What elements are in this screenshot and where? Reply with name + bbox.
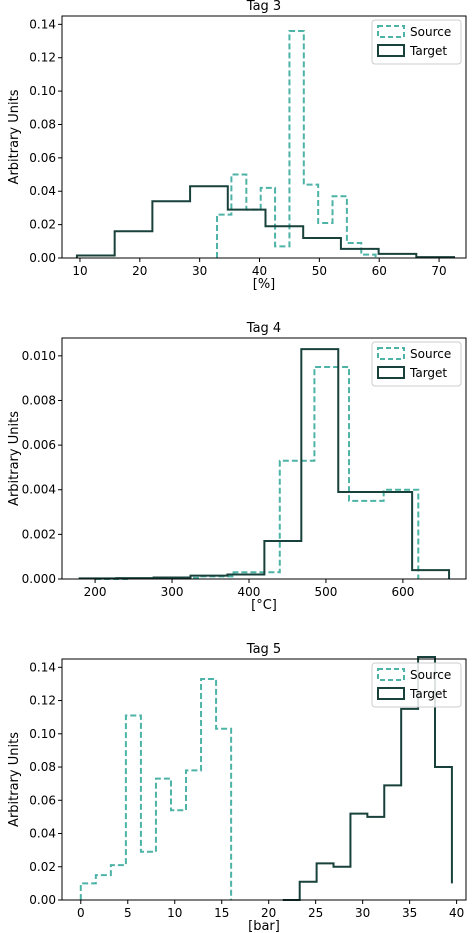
legend-swatch-target <box>377 366 405 379</box>
plot-frame <box>61 337 467 580</box>
legend-swatch-target <box>377 44 405 57</box>
y-tick-label: 0.000 <box>22 572 56 586</box>
y-tick-label: 0.002 <box>22 527 56 541</box>
histogram-target <box>78 348 451 580</box>
x-tick-label: 5 <box>124 906 132 920</box>
y-tick-label: 0.00 <box>29 893 56 907</box>
x-tick-label: 30 <box>355 906 370 920</box>
legend-label-target: Target <box>409 44 447 58</box>
y-axis-label: Arbitrary Units <box>7 411 22 506</box>
y-tick-label: 0.04 <box>29 827 56 841</box>
x-axis-label: [%] <box>253 277 276 292</box>
plot-frame <box>61 15 467 259</box>
y-tick-label: 0.008 <box>22 393 56 407</box>
y-tick-label: 0.00 <box>29 251 56 265</box>
y-tick-label: 0.14 <box>29 17 56 31</box>
y-tick-label: 0.06 <box>29 793 56 807</box>
x-tick-label: 300 <box>161 585 184 599</box>
legend-label-target: Target <box>409 366 447 380</box>
histogram-source <box>79 677 233 900</box>
legend-label-source: Source <box>410 347 451 361</box>
y-axis-label: Arbitrary Units <box>7 89 22 184</box>
y-tick-label: 0.08 <box>29 760 56 774</box>
x-axis-label: [bar] <box>248 919 280 933</box>
x-tick-label: 10 <box>167 906 182 920</box>
x-tick-label: 600 <box>391 585 414 599</box>
legend-label-source: Source <box>410 25 451 39</box>
histogram-target <box>282 656 453 901</box>
legend-label-target: Target <box>409 687 447 701</box>
y-tick-label: 0.04 <box>29 184 56 198</box>
chart-title: Tag 5 <box>246 642 281 657</box>
legend-label-source: Source <box>410 668 451 682</box>
x-tick-label: 500 <box>314 585 337 599</box>
x-tick-label: 50 <box>312 264 327 278</box>
x-tick-label: 35 <box>402 906 417 920</box>
x-tick-label: 25 <box>308 906 323 920</box>
x-tick-label: 30 <box>192 264 207 278</box>
y-tick-label: 0.12 <box>29 51 56 65</box>
x-tick-label: 20 <box>132 264 147 278</box>
histogram-source <box>216 30 377 258</box>
legend-swatch-source <box>377 347 405 360</box>
chart-title: Tag 3 <box>246 0 281 14</box>
y-tick-label: 0.12 <box>29 694 56 708</box>
y-tick-label: 0.004 <box>22 483 56 497</box>
y-tick-label: 0.10 <box>29 727 56 741</box>
plot-frame <box>61 658 467 901</box>
histogram-source <box>95 366 420 580</box>
y-tick-label: 0.10 <box>29 84 56 98</box>
legend-box <box>371 19 462 65</box>
x-tick-label: 200 <box>84 585 107 599</box>
chart-title: Tag 4 <box>246 321 281 336</box>
x-tick-label: 40 <box>449 906 464 920</box>
y-tick-label: 0.14 <box>29 660 56 674</box>
x-tick-label: 15 <box>214 906 229 920</box>
x-axis-label: [°C] <box>251 598 277 613</box>
legend-swatch-target <box>377 687 405 700</box>
legend-swatch-source <box>377 668 405 681</box>
y-tick-label: 0.08 <box>29 117 56 131</box>
x-tick-label: 10 <box>72 264 87 278</box>
legend: Source Target <box>371 341 462 387</box>
y-tick-label: 0.010 <box>22 349 56 363</box>
y-tick-label: 0.02 <box>29 218 56 232</box>
legend-swatch-source <box>377 25 405 38</box>
legend-box <box>371 662 462 708</box>
x-tick-label: 20 <box>261 906 276 920</box>
x-tick-label: 0 <box>77 906 85 920</box>
legend-box <box>371 341 462 387</box>
histogram-target <box>75 185 456 259</box>
legend: Source Target <box>371 662 462 708</box>
chart-tag-3: Tag 3 10 20 30 40 50 60 70 0.00 0.02 0.04 0.06 0.08 0… <box>7 0 467 292</box>
legend: Source Target <box>371 19 462 65</box>
x-tick-label: 70 <box>431 264 446 278</box>
x-tick-label: 400 <box>238 585 261 599</box>
y-axis-label: Arbitrary Units <box>7 732 22 827</box>
chart-tag-5: Tag 5 0 5 10 15 20 25 30 35 40 0.00 0.02 0.04 0.06 0.0… <box>7 642 467 933</box>
chart-tag-4: Tag 4 200 300 400 500 600 0.000 0.002 0.004 0.006… <box>7 321 467 613</box>
y-tick-label: 0.006 <box>22 438 56 452</box>
x-tick-label: 40 <box>252 264 267 278</box>
x-tick-label: 60 <box>372 264 387 278</box>
y-tick-label: 0.06 <box>29 151 56 165</box>
y-tick-label: 0.02 <box>29 860 56 874</box>
